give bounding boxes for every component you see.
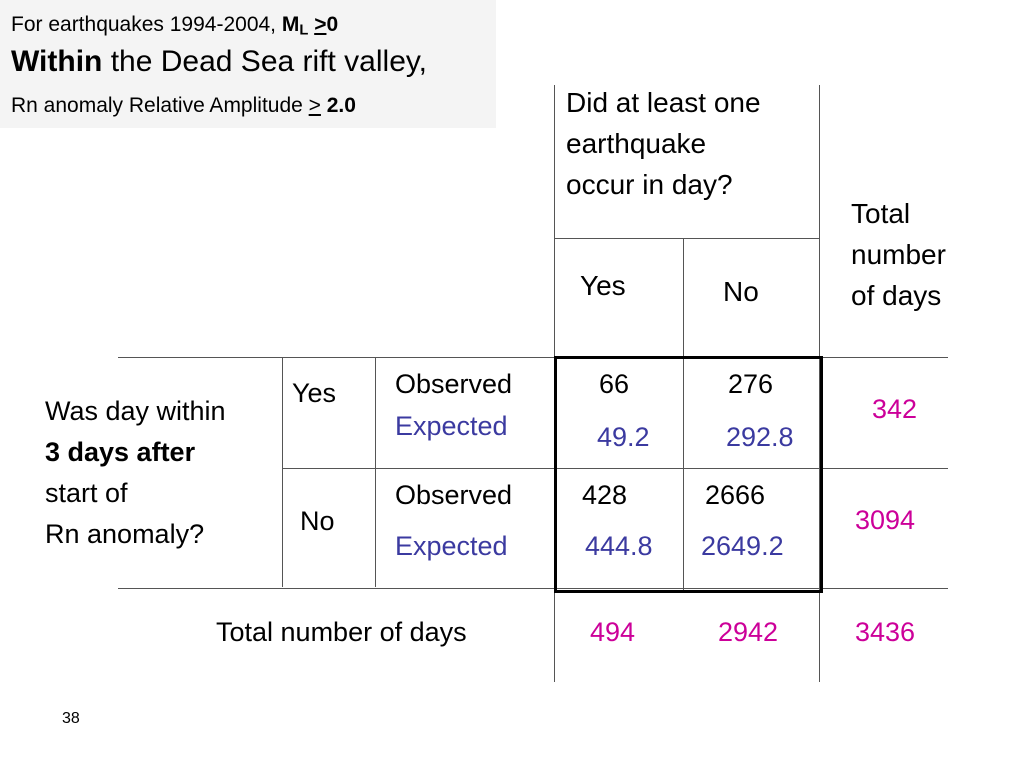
header-line-3: Rn anomaly Relative Amplitude > 2.0 [11, 94, 356, 118]
grid-line [282, 357, 283, 587]
cell-yes-yes-observed: 66 [599, 369, 630, 399]
cell-yes-no-expected: 292.8 [726, 422, 794, 452]
column-question-line-2: earthquake [566, 128, 707, 159]
header-line-1: For earthquakes 1994-2004, ML >0 [11, 13, 339, 39]
header-line-1-prefix: For earthquakes 1994-2004, [11, 13, 282, 36]
grid-line [118, 588, 948, 589]
total-header-line-1: Total [851, 198, 911, 229]
cell-yes-no-observed: 276 [728, 369, 774, 399]
header-box: For earthquakes 1994-2004, ML >0 Within … [0, 0, 496, 128]
total-row-label: Total number of days [216, 617, 467, 647]
cell-no-yes-expected: 444.8 [585, 531, 653, 561]
header-line-2-bold: Within [11, 45, 103, 78]
grid-line [118, 357, 948, 358]
header-line-3-prefix: Rn anomaly Relative Amplitude [11, 94, 309, 117]
row-question-line-4: Rn anomaly? [45, 519, 205, 549]
cell-no-yes-observed: 428 [582, 480, 628, 510]
page-number: 38 [62, 710, 80, 727]
column-question-line-3: occur in day? [566, 169, 733, 200]
row-yes-label: Yes [292, 378, 337, 408]
header-line-2-rest: the Dead Sea rift valley, [102, 45, 427, 78]
row-total-no: 3094 [855, 505, 916, 535]
column-question-line-1: Did at least one [566, 87, 761, 118]
row-no-label: No [300, 506, 335, 536]
cell-no-no-observed: 2666 [705, 480, 766, 510]
observed-label-row-no: Observed [395, 480, 513, 510]
grand-total: 3436 [855, 617, 916, 647]
column-no-header: No [723, 276, 759, 307]
column-total-yes: 494 [590, 617, 636, 647]
row-question-line-1: Was day within [45, 396, 226, 426]
grid-line [819, 85, 820, 682]
magnitude-symbol: ML >0 [281, 13, 339, 39]
column-yes-header: Yes [580, 270, 626, 301]
total-header-line-3: of days [851, 280, 942, 311]
cell-yes-yes-expected: 49.2 [597, 422, 650, 452]
row-total-yes: 342 [872, 394, 918, 424]
grid-line [683, 238, 684, 590]
observed-label-row-yes: Observed [395, 369, 513, 399]
observed-cells-border [554, 356, 823, 593]
row-question-line-3: start of [45, 478, 128, 508]
row-question-line-2: 3 days after [45, 437, 196, 467]
grid-line [375, 357, 376, 587]
header-line-3-gt: > [308, 94, 321, 117]
cell-no-no-expected: 2649.2 [701, 531, 784, 561]
expected-label-row-yes: Expected [395, 411, 508, 441]
total-header-line-2: number [851, 239, 946, 270]
header-line-2: Within the Dead Sea rift valley, [11, 45, 427, 79]
header-line-3-value: 2.0 [320, 94, 356, 117]
grid-line [554, 238, 819, 239]
expected-label-row-no: Expected [395, 531, 508, 561]
column-total-no: 2942 [718, 617, 779, 647]
grid-line [282, 468, 948, 469]
